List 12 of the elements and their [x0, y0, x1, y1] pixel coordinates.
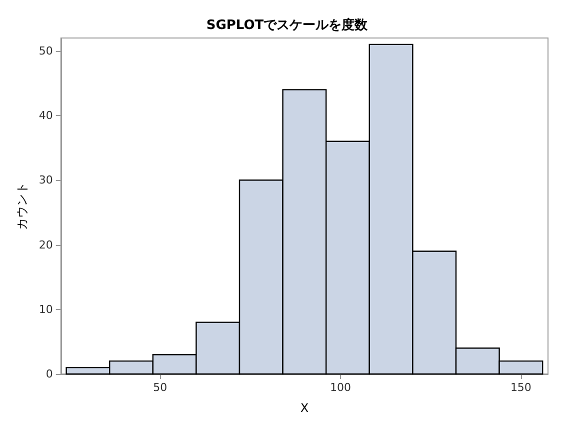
x-tick-label: 50 — [153, 381, 168, 394]
x-axis-title: X — [300, 401, 309, 415]
x-tick-label: 150 — [510, 381, 532, 394]
y-tick-label: 0 — [46, 368, 53, 380]
y-tick-label: 20 — [38, 238, 53, 252]
chart-title: SGPLOTでスケールを度数 — [206, 17, 369, 33]
x-tick-label: 100 — [330, 381, 352, 394]
y-tick-label: 30 — [38, 174, 53, 187]
y-tick-label: 50 — [38, 44, 53, 58]
y-tick-label: 10 — [38, 302, 53, 316]
y-axis-title: カウント — [15, 182, 29, 230]
y-tick-label: 40 — [38, 109, 53, 122]
